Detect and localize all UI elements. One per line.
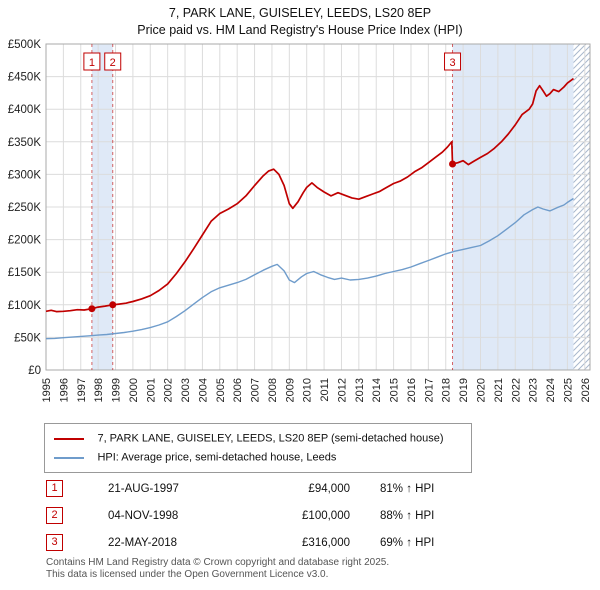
sale-flag-box xyxy=(83,52,101,71)
x-tick-label: 2022 xyxy=(510,378,522,402)
sale-flag-number: 2 xyxy=(110,57,116,69)
x-tick-label: 2017 xyxy=(423,378,435,402)
y-tick-label: £50K xyxy=(14,332,41,344)
hpi-line xyxy=(45,197,574,340)
chart-title: 7, PARK LANE, GUISELEY, LEEDS, LS20 8EP xyxy=(168,6,432,20)
x-tick-label: 1996 xyxy=(58,378,70,402)
y-tick-label: £350K xyxy=(8,137,42,149)
footer-line-1: Contains HM Land Registry data © Crown c… xyxy=(46,557,390,568)
chart-legend: 7, PARK LANE, GUISELEY, LEEDS, LS20 8EP … xyxy=(44,423,472,473)
legend-item-hpi: HPI: Average price, semi-detached house,… xyxy=(54,448,462,467)
x-tick-label: 1998 xyxy=(93,378,105,402)
sale-date-2: 04-NOV-1998 xyxy=(108,509,179,522)
sale-hpi-3: 69% ↑ HPI xyxy=(380,536,435,549)
property-price-line xyxy=(45,77,575,313)
x-tick-label: 2000 xyxy=(128,378,140,402)
chart-subtitle: Price paid vs. HM Land Registry's House … xyxy=(137,23,463,37)
y-tick-label: £100K xyxy=(8,300,42,312)
y-tick-label: £250K xyxy=(8,202,42,214)
sale-flag-number: 1 xyxy=(89,57,95,69)
x-tick-label: 2019 xyxy=(458,378,470,402)
x-tick-label: 1999 xyxy=(111,378,123,402)
sale-price-3: £316,000 xyxy=(302,536,350,549)
y-tick-label: £500K xyxy=(8,39,42,51)
sale-row-3: 3 22-MAY-2018 £316,000 69% ↑ HPI xyxy=(46,529,566,556)
x-tick-label: 2024 xyxy=(545,378,557,402)
x-tick-label: 2014 xyxy=(371,378,383,402)
x-tick-label: 2012 xyxy=(336,378,348,402)
y-tick-label: £450K xyxy=(8,72,42,84)
x-tick-label: 2005 xyxy=(215,378,227,402)
legend-item-property: 7, PARK LANE, GUISELEY, LEEDS, LS20 8EP … xyxy=(54,429,462,448)
x-tick-label: 1997 xyxy=(76,378,88,402)
x-tick-label: 2001 xyxy=(145,378,157,402)
sale-marker xyxy=(449,160,457,168)
sale-flag-3: 3 xyxy=(46,534,63,551)
x-tick-label: 2010 xyxy=(302,378,314,402)
y-tick-label: £0 xyxy=(28,365,41,377)
sale-flag-box xyxy=(104,52,122,71)
x-tick-label: 2013 xyxy=(354,378,366,402)
sale-date-1: 21-AUG-1997 xyxy=(108,482,179,495)
y-tick-label: £200K xyxy=(8,235,42,247)
x-tick-label: 2020 xyxy=(476,378,488,402)
x-tick-label: 2025 xyxy=(562,378,574,402)
sale-row-2: 2 04-NOV-1998 £100,000 88% ↑ HPI xyxy=(46,502,566,529)
plot-frame xyxy=(45,43,591,371)
footer-line-2: This data is licensed under the Open Gov… xyxy=(46,569,329,580)
legend-line-hpi xyxy=(54,456,84,459)
legend-label-hpi: HPI: Average price, semi-detached house,… xyxy=(97,451,337,464)
x-tick-label: 2011 xyxy=(319,378,331,402)
x-tick-label: 2018 xyxy=(441,378,453,402)
license-footer: Contains HM Land Registry data © Crown c… xyxy=(46,557,389,581)
sale-date-3: 22-MAY-2018 xyxy=(108,536,178,549)
sale-flag-1: 1 xyxy=(46,480,63,497)
sale-flag-2: 2 xyxy=(46,507,63,524)
sale-flag-box xyxy=(444,52,462,71)
x-tick-label: 2021 xyxy=(493,378,505,402)
x-tick-label: 2009 xyxy=(284,378,296,402)
price-chart: 1 2 3 £0 £50K £100K £150K £200K £250K £300K £350K £… xyxy=(8,39,592,402)
x-tick-label: 2003 xyxy=(180,378,192,402)
x-tick-label: 2004 xyxy=(197,378,209,402)
sale-hpi-2: 88% ↑ HPI xyxy=(380,509,435,522)
legend-label-property: 7, PARK LANE, GUISELEY, LEEDS, LS20 8EP … xyxy=(97,432,444,445)
sale-flag-number: 3 xyxy=(449,57,455,69)
x-tick-label: 2008 xyxy=(267,378,279,402)
y-tick-label: £300K xyxy=(8,169,42,181)
legend-line-property xyxy=(54,437,84,440)
sales-table: 1 21-AUG-1997 £94,000 81% ↑ HPI 2 04-NOV… xyxy=(46,475,566,556)
x-tick-label: 2023 xyxy=(528,378,540,402)
y-tick-label: £150K xyxy=(8,267,42,279)
sale-marker xyxy=(109,301,117,309)
sale-marker xyxy=(88,305,96,313)
sale-hpi-1: 81% ↑ HPI xyxy=(380,482,435,495)
x-tick-label: 2002 xyxy=(163,378,175,402)
x-tick-label: 2006 xyxy=(232,378,244,402)
sale-price-1: £94,000 xyxy=(308,482,350,495)
x-tick-label: 1995 xyxy=(41,378,53,402)
x-tick-label: 2015 xyxy=(389,378,401,402)
sale-price-2: £100,000 xyxy=(302,509,350,522)
x-tick-label: 2007 xyxy=(250,378,262,402)
x-tick-label: 2026 xyxy=(580,378,592,402)
y-tick-label: £400K xyxy=(8,104,42,116)
sale-row-1: 1 21-AUG-1997 £94,000 81% ↑ HPI xyxy=(46,475,566,502)
x-tick-label: 2016 xyxy=(406,378,418,402)
